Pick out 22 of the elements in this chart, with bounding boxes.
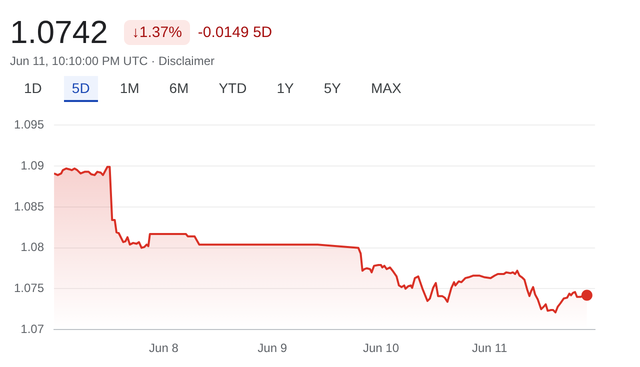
x-tick-label: Jun 9 <box>258 341 288 356</box>
text: -0.0149 5D <box>198 24 272 41</box>
x-tick-label: Jun 10 <box>362 341 400 356</box>
text: 6M <box>168 79 190 98</box>
x-tick-label: Jun 8 <box>149 341 179 356</box>
text: 5Y <box>322 79 342 98</box>
chart-subtitle: Jun 11, 10:10:00 PM UTC · Disclaimer <box>10 54 215 68</box>
text: ↓1.37% <box>124 20 190 45</box>
y-tick-label: 1.095 <box>14 118 44 132</box>
text: YTD <box>218 79 248 98</box>
text: 1M <box>118 79 140 98</box>
text: 5D <box>64 76 98 102</box>
text: MAX <box>370 79 402 98</box>
text: 1Y <box>276 79 295 98</box>
y-tick-label: 1.07 <box>20 322 44 336</box>
chart-title: 1.0742 <box>10 14 108 51</box>
y-tick-label: 1.075 <box>14 281 44 296</box>
y-tick-label: 1.08 <box>20 240 44 254</box>
x-tick-label: Jun 11 <box>472 341 508 356</box>
text: 1D <box>23 79 43 98</box>
y-tick-label: 1.09 <box>20 158 44 172</box>
y-tick-label: 1.085 <box>14 199 44 214</box>
